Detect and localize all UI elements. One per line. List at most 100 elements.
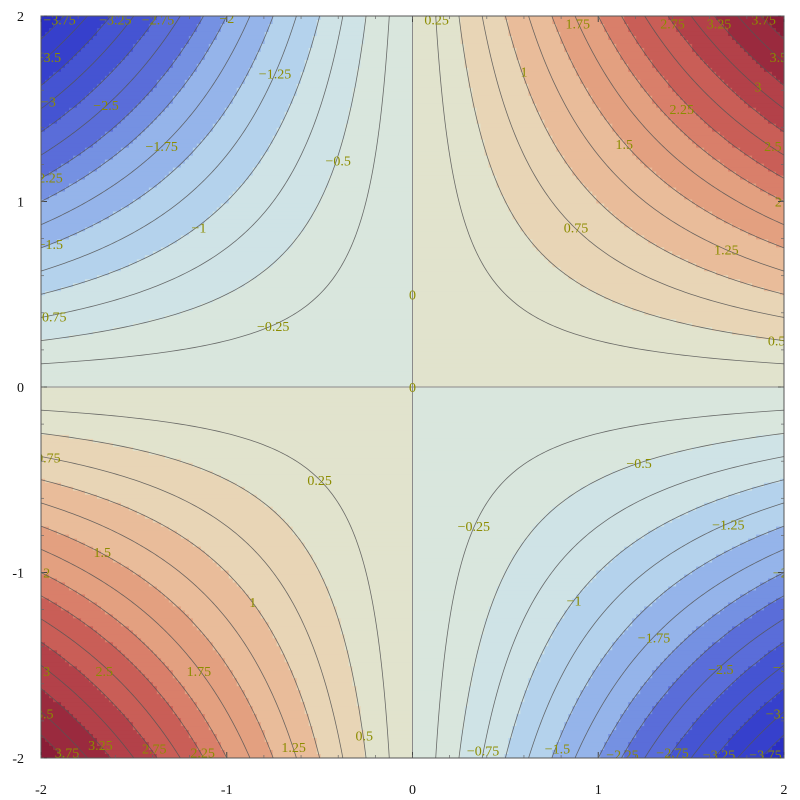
contour-band-cell: [208, 726, 262, 731]
contour-band-cell: [468, 79, 525, 85]
contour-line: [621, 16, 784, 179]
contour-label: −3: [41, 95, 56, 110]
contour-band-cell: [100, 163, 182, 169]
contour-band-cell: [412, 402, 784, 408]
contour-band-cell: [412, 702, 470, 707]
contour-band-cell: [176, 55, 206, 61]
contour-band-cell: [644, 722, 693, 727]
contour-band-cell: [412, 16, 462, 21]
contour-band-cell: [560, 39, 613, 45]
contour-band-cell: [496, 594, 577, 600]
contour-label: 2.25: [670, 103, 695, 118]
contour-band-cell: [264, 730, 314, 735]
contour-band-cell: [512, 558, 613, 564]
contour-band-cell: [636, 734, 685, 739]
contour-label: −1.25: [712, 518, 744, 533]
contour-band-cell: [160, 247, 290, 252]
contour-band-cell: [200, 223, 306, 229]
contour-band-cell: [536, 522, 665, 528]
contour-band-cell: [712, 614, 753, 619]
contour-band-cell: [204, 135, 274, 141]
contour-line: [41, 572, 228, 758]
contour-band-cell: [272, 16, 322, 21]
contour-band-cell: [636, 694, 665, 699]
contour-band-cell: [560, 151, 633, 157]
contour-band-cell: [316, 31, 366, 37]
contour-band-cell: [632, 622, 705, 627]
contour-band-cell: [300, 71, 358, 77]
contour-band-cell: [532, 670, 593, 675]
contour-band-cell: [208, 131, 278, 137]
contour-band-cell: [348, 119, 414, 125]
contour-band-cell: [192, 31, 218, 37]
contour-band-cell: [412, 678, 474, 683]
contour-band-cell: [192, 738, 218, 743]
contour-band-cell: [360, 726, 414, 731]
contour-band-cell: [508, 23, 557, 29]
contour-band-cell: [41, 311, 182, 316]
contour-band-cell: [588, 678, 649, 683]
contour-band-cell: [716, 754, 765, 758]
contour-band-cell: [188, 730, 214, 735]
contour-band-cell: [652, 95, 681, 101]
contour-band-cell: [116, 706, 174, 711]
contour-band-cell: [41, 610, 70, 615]
contour-band-cell: [696, 263, 784, 268]
contour-band-cell: [172, 706, 198, 711]
contour-band-cell: [352, 103, 414, 109]
contour-band-cell: [412, 67, 470, 73]
contour-band-cell: [180, 722, 210, 727]
contour-band-cell: [736, 39, 784, 45]
contour-line: [690, 16, 784, 110]
contour-band-cell: [568, 714, 621, 719]
contour-band-cell: [672, 251, 784, 256]
contour-band-cell: [212, 39, 266, 45]
contour-band-cell: [48, 123, 118, 129]
contour-band-cell: [41, 722, 82, 727]
contour-label: −3.5: [36, 51, 61, 66]
contour-band-cell: [76, 51, 130, 57]
x-tick-label: 2: [781, 783, 788, 798]
contour-line: [41, 16, 204, 179]
contour-band-cell: [41, 335, 70, 340]
contour-band-cell: [732, 87, 784, 93]
contour-band-cell: [756, 534, 784, 540]
contour-band-cell: [236, 582, 326, 588]
contour-band-cell: [676, 742, 729, 747]
contour-label: −2.75: [656, 746, 688, 761]
contour-band-cell: [256, 163, 338, 169]
contour-band-cell: [284, 115, 350, 121]
contour-band-cell: [41, 622, 86, 627]
contour-band-cell: [740, 279, 784, 284]
contour-band-cell: [112, 127, 146, 133]
contour-band-cell: [776, 75, 784, 81]
contour-band-cell: [412, 602, 493, 608]
contour-band-cell: [772, 698, 784, 703]
contour-band-cell: [204, 55, 258, 61]
contour-band-cell: [544, 119, 609, 125]
contour-band-cell: [724, 606, 765, 611]
contour-band-cell: [41, 450, 150, 456]
contour-band-cell: [504, 199, 597, 205]
contour-band-cell: [676, 582, 761, 588]
contour-band-cell: [84, 95, 146, 101]
contour-band-cell: [212, 646, 282, 651]
contour-band-cell: [412, 275, 569, 280]
contour-band-cell: [41, 426, 414, 432]
contour-band-cell: [704, 147, 741, 153]
contour-band-cell: [72, 283, 246, 288]
contour-band-cell: [588, 287, 765, 292]
contour-band-cell: [41, 135, 102, 141]
contour-band-cell: [736, 730, 784, 735]
contour-band-cell: [220, 295, 414, 300]
contour-band-cell: [696, 143, 733, 149]
contour-line: [41, 432, 367, 758]
contour-band-cell: [632, 71, 661, 77]
contour-band-cell: [596, 574, 685, 580]
contour-band-cell: [292, 243, 414, 248]
contour-band-cell: [704, 562, 784, 568]
contour-band-cell: [41, 63, 66, 69]
contour-band-cell: [468, 694, 525, 699]
contour-band-cell: [180, 534, 298, 540]
contour-band-cell: [680, 642, 713, 647]
